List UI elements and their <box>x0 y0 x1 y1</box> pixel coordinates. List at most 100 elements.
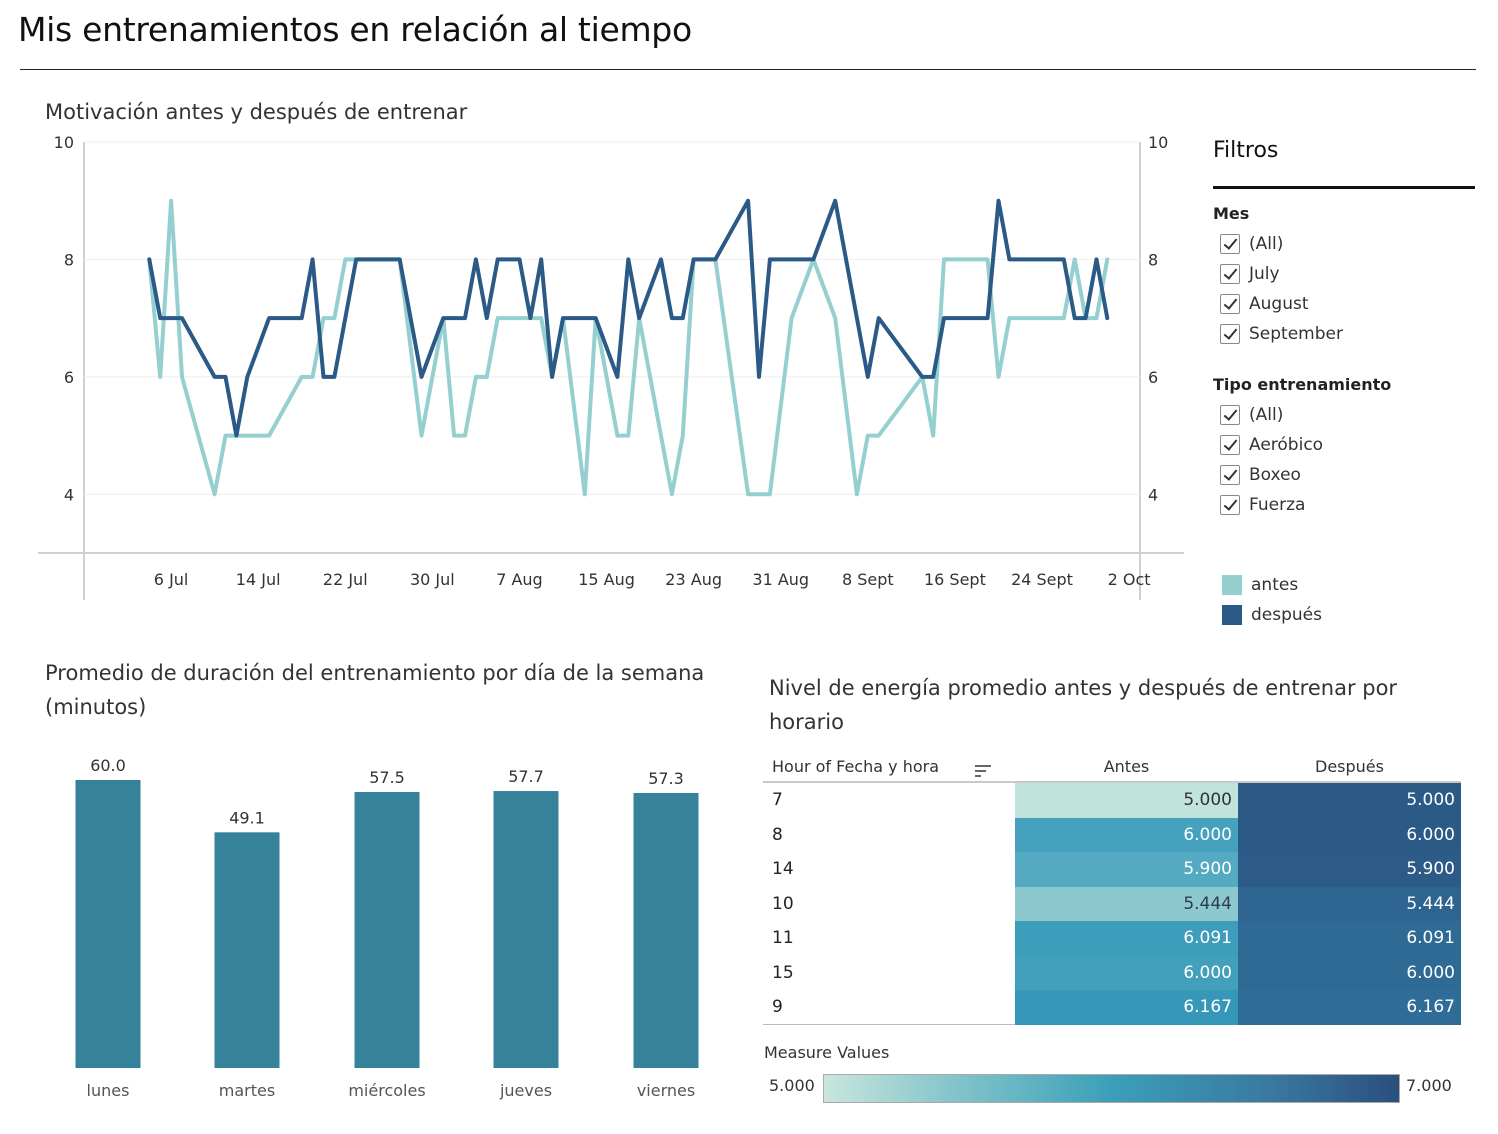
filter-tipo-boxeo[interactable]: Boxeo <box>1213 460 1478 490</box>
bar-value-label: 57.5 <box>369 768 405 787</box>
legend-swatch <box>1222 605 1242 625</box>
dashboard-title: Mis entrenamientos en relación al tiempo <box>18 10 692 49</box>
measure-values-gradient <box>823 1074 1400 1103</box>
hour-label: 15 <box>772 962 794 983</box>
checkbox-checked-icon[interactable] <box>1220 495 1240 515</box>
legend-swatch <box>1222 575 1242 595</box>
bar[interactable] <box>633 792 699 1068</box>
x-tick-label: 22 Jul <box>323 570 368 589</box>
bar[interactable] <box>493 791 559 1068</box>
x-tick-label: 31 Aug <box>752 570 809 589</box>
x-tick-label: 16 Sept <box>924 570 986 589</box>
checkbox-checked-icon[interactable] <box>1220 234 1240 254</box>
table-row: 15 6.000 6.000 <box>763 955 1461 990</box>
series-line-antes[interactable] <box>147 198 1110 497</box>
bar-category-label: lunes <box>87 1081 130 1100</box>
filter-tipo-title: Tipo entrenamiento <box>1213 375 1392 394</box>
heatmap-cell-despues[interactable]: 6.000 <box>1238 955 1461 990</box>
checkbox-checked-icon[interactable] <box>1220 264 1240 284</box>
sort-icon[interactable] <box>975 765 991 779</box>
filter-option-label: August <box>1249 294 1309 314</box>
filter-mes-title: Mes <box>1213 204 1250 223</box>
y-tick-label-left: 10 <box>54 133 74 152</box>
color-legend: antes después <box>1222 570 1322 630</box>
heatmap-cell-despues[interactable]: 5.444 <box>1238 886 1461 921</box>
hour-label: 8 <box>772 824 783 845</box>
filter-tipo-aerobico[interactable]: Aeróbico <box>1213 430 1478 460</box>
bar-chart[interactable]: 60.0 lunes 49.1 martes 57.5 miércoles 57.7 juev… <box>0 740 740 1120</box>
filter-tipo-fuerza[interactable]: Fuerza <box>1213 490 1478 520</box>
filter-option-label: Aeróbico <box>1249 435 1324 455</box>
bar-chart-title: Promedio de duración del entrenamiento p… <box>45 661 705 719</box>
table-row: 8 6.000 6.000 <box>763 817 1461 852</box>
y-tick-label-left: 8 <box>64 250 74 269</box>
heatmap-cell-antes[interactable]: 6.000 <box>1015 955 1238 990</box>
checkbox-checked-icon[interactable] <box>1220 294 1240 314</box>
filter-mes-all[interactable]: (All) <box>1213 229 1478 259</box>
x-tick-label: 8 Sept <box>842 570 894 589</box>
legend-item-despues[interactable]: después <box>1222 600 1322 630</box>
measure-values-max: 7.000 <box>1406 1076 1452 1095</box>
heatmap-cell-antes[interactable]: 5.000 <box>1015 783 1238 818</box>
heatmap-cell-despues[interactable]: 6.167 <box>1238 990 1461 1025</box>
hour-label: 14 <box>772 859 794 880</box>
checkbox-checked-icon[interactable] <box>1220 405 1240 425</box>
heatmap-title: Nivel de energía promedio antes y despué… <box>769 676 1398 734</box>
heatmap-cell-antes[interactable]: 6.000 <box>1015 817 1238 852</box>
filter-option-label: Fuerza <box>1249 495 1306 515</box>
line-chart[interactable]: 10 10 8 8 6 6 4 4 6 Jul 14 Jul 22 Jul 30 Jul 7 Aug 15… <box>0 0 1200 610</box>
bar-category-label: miércoles <box>348 1081 425 1100</box>
heatmap-cell-despues[interactable]: 6.000 <box>1238 817 1461 852</box>
hour-label: 9 <box>772 997 783 1018</box>
y-tick-label-right: 4 <box>1148 485 1158 504</box>
checkbox-checked-icon[interactable] <box>1220 324 1240 344</box>
y-tick-label-left: 6 <box>64 368 74 387</box>
filter-mes-august[interactable]: August <box>1213 289 1478 319</box>
filter-mes-september[interactable]: September <box>1213 319 1478 349</box>
heatmap-cell-despues[interactable]: 5.900 <box>1238 852 1461 887</box>
column-header-antes[interactable]: Antes <box>1103 757 1150 776</box>
checkbox-checked-icon[interactable] <box>1220 465 1240 485</box>
checkbox-checked-icon[interactable] <box>1220 435 1240 455</box>
series-line-despues[interactable] <box>147 198 1110 438</box>
row-header: Hour of Fecha y hora <box>763 757 1015 779</box>
heatmap-cell-antes[interactable]: 5.900 <box>1015 852 1238 887</box>
filter-mes-july[interactable]: July <box>1213 259 1478 289</box>
legend-item-antes[interactable]: antes <box>1222 570 1322 600</box>
filters-title: Filtros <box>1213 138 1279 163</box>
heatmap-cell-despues[interactable]: 5.000 <box>1238 783 1461 818</box>
filter-option-label: (All) <box>1249 405 1284 425</box>
filter-option-label: Boxeo <box>1249 465 1301 485</box>
filters-panel: Filtros Mes (All) July August September … <box>1213 138 1478 520</box>
x-tick-label: 6 Jul <box>154 570 189 589</box>
y-tick-label-right: 6 <box>1148 368 1158 387</box>
x-tick-label: 23 Aug <box>665 570 722 589</box>
y-tick-label-right: 10 <box>1148 133 1168 152</box>
legend-label: antes <box>1251 575 1299 595</box>
bar[interactable] <box>75 780 141 1068</box>
bar-value-label: 57.7 <box>508 767 544 786</box>
heatmap-cell-antes[interactable]: 6.167 <box>1015 990 1238 1025</box>
hour-label: 7 <box>772 790 783 811</box>
filter-tipo-all[interactable]: (All) <box>1213 400 1478 430</box>
row-header-label: Hour of Fecha y hora <box>772 757 939 776</box>
y-tick-label-left: 4 <box>64 485 74 504</box>
filter-option-label: July <box>1249 264 1280 284</box>
heatmap-header-row: Hour of Fecha y hora Antes Después <box>763 752 1461 783</box>
column-header-despues[interactable]: Después <box>1315 757 1384 776</box>
bar-category-label: martes <box>219 1081 275 1100</box>
heatmap-cell-antes[interactable]: 6.091 <box>1015 921 1238 956</box>
table-row: 9 6.167 6.167 <box>763 990 1461 1025</box>
heatmap-bottom-rule <box>763 1024 1015 1025</box>
filter-option-label: September <box>1249 324 1343 344</box>
bar[interactable] <box>214 832 280 1068</box>
heatmap-cell-antes[interactable]: 5.444 <box>1015 886 1238 921</box>
bar[interactable] <box>354 792 420 1068</box>
measure-values-min: 5.000 <box>769 1076 815 1095</box>
heatmap-body: 7 5.000 5.000 8 6.000 6.000 14 5.900 5.900 10 5.44… <box>763 783 1461 1025</box>
bar-category-label: jueves <box>499 1081 552 1100</box>
heatmap-cell-despues[interactable]: 6.091 <box>1238 921 1461 956</box>
measure-values-title: Measure Values <box>764 1043 890 1062</box>
hour-label: 10 <box>772 893 794 914</box>
line-chart-title: Motivación antes y después de entrenar <box>45 100 468 124</box>
